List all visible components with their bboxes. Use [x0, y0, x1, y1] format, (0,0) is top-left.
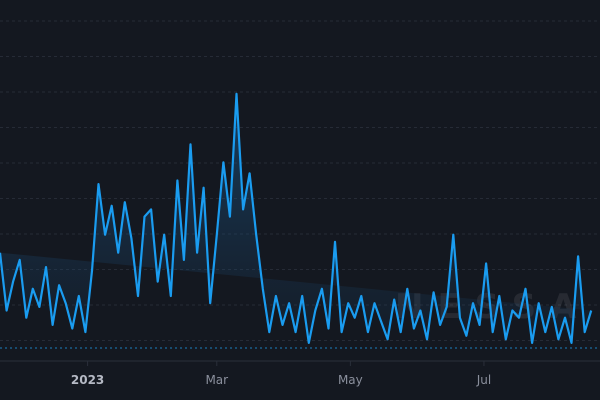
x-tick-label: Mar: [205, 373, 228, 387]
x-tick-label: 2023: [71, 373, 104, 387]
series-line: [0, 92, 593, 344]
x-tick-label: May: [338, 373, 363, 387]
series-area: [0, 93, 592, 343]
x-tick-label: Jul: [476, 373, 491, 387]
x-axis: 2023 Mar May Jul: [71, 361, 491, 387]
